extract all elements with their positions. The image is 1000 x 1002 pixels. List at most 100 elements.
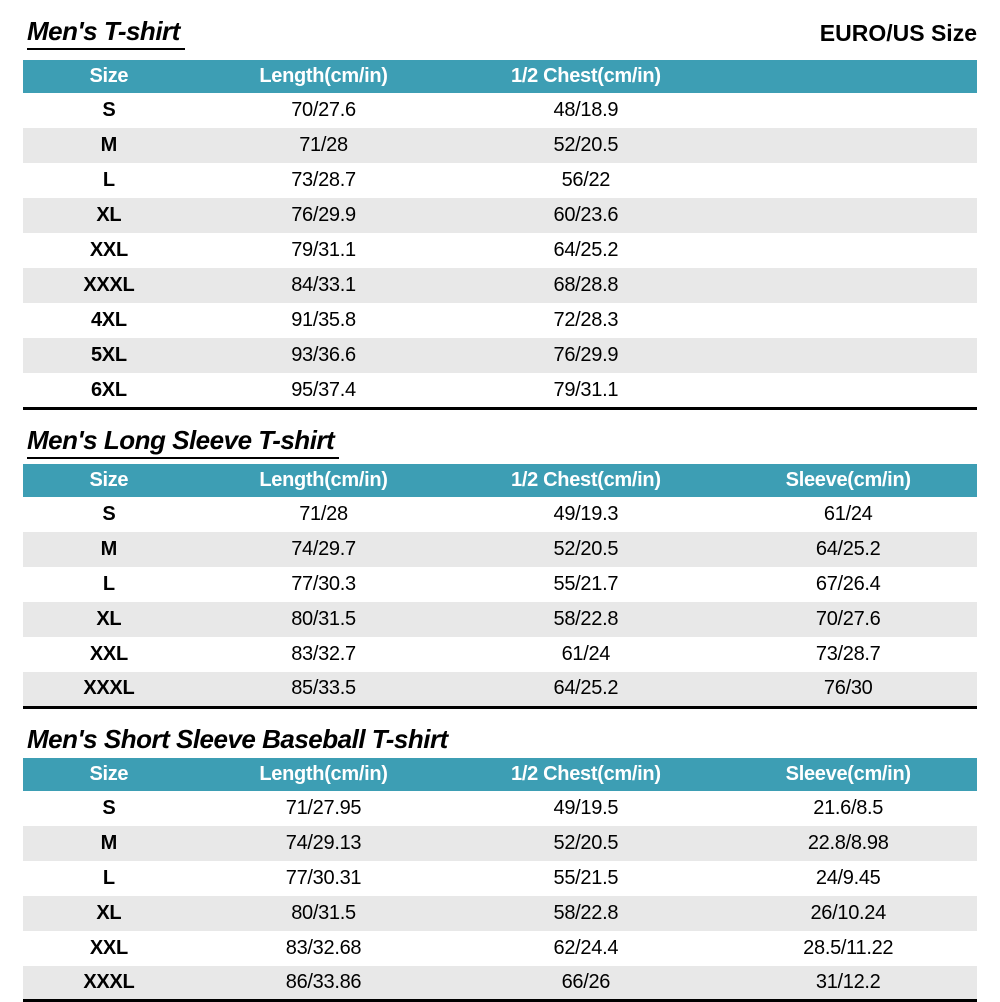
mens-short-sleeve-baseball-tshirt-size-table: Size Length(cm/in) 1/2 Chest(cm/in) Sleeve(… [23, 757, 977, 1002]
header-row: Men's T-shirt EURO/US Size [23, 17, 977, 55]
value-cell: 60/23.6 [553, 204, 619, 227]
value-cell: 95/37.4 [291, 378, 356, 401]
table-row: XXXL 84/33.1 68/28.8 [23, 268, 977, 304]
size-cell: M [100, 831, 118, 854]
value-cell [719, 163, 977, 198]
table-row: XXXL 86/33.86 66/26 31/12.2 [23, 965, 977, 1001]
size-cell: L [102, 169, 115, 192]
column-header: Length(cm/in) [194, 464, 453, 498]
value-cell: 79/31.1 [553, 378, 619, 401]
column-header: 1/2 Chest(cm/in) [452, 757, 720, 791]
value-cell: 55/21.7 [553, 573, 619, 596]
section-mens-tshirt: Men's T-shirt EURO/US Size Size Length(cm… [23, 17, 977, 410]
value-cell: 61/24 [823, 503, 873, 526]
table-row: M 74/29.13 52/20.5 22.8/8.98 [23, 825, 977, 861]
table-row: L 77/30.31 55/21.5 24/9.45 [23, 861, 977, 896]
value-cell [719, 93, 977, 128]
value-cell: 71/28 [299, 503, 348, 526]
value-cell [719, 268, 977, 303]
value-cell: 61/24 [561, 643, 611, 666]
size-cell: 4XL [90, 309, 127, 332]
mens-long-sleeve-tshirt-size-table: Size Length(cm/in) 1/2 Chest(cm/in) Sleeve(… [23, 464, 977, 709]
value-cell: 76/29.9 [553, 344, 619, 367]
table-row: XL 80/31.5 58/22.8 70/27.6 [23, 602, 977, 638]
size-cell: XXL [89, 239, 128, 262]
size-cell: 6XL [90, 378, 127, 401]
value-cell: 70/27.6 [291, 99, 356, 122]
table-row: S 71/27.95 49/19.5 21.6/8.5 [23, 791, 977, 826]
value-cell: 86/33.86 [285, 971, 362, 994]
value-cell: 70/27.6 [815, 608, 881, 631]
size-cell: XXXL [83, 971, 135, 994]
table-row: XXL 79/31.1 64/25.2 [23, 233, 977, 268]
value-cell: 66/26 [561, 971, 611, 994]
header-row: Size Length(cm/in) 1/2 Chest(cm/in) Sleeve(… [23, 464, 977, 498]
table-row: S 71/28 49/19.3 61/24 [23, 497, 977, 532]
value-cell: 24/9.45 [815, 866, 881, 889]
value-cell: 64/25.2 [815, 538, 881, 561]
header-row: Size Length(cm/in) 1/2 Chest(cm/in) Sleeve(… [23, 757, 977, 791]
size-cell: XXL [89, 936, 128, 959]
value-cell: 74/29.7 [291, 538, 356, 561]
value-cell: 22.8/8.98 [807, 831, 889, 854]
value-cell [719, 233, 977, 268]
value-cell: 84/33.1 [291, 274, 356, 297]
value-cell: 73/28.7 [291, 169, 356, 192]
column-header: Sleeve(cm/in) [719, 464, 977, 498]
column-header: Length(cm/in) [194, 757, 453, 791]
section-mens-long-sleeve-tshirt: Men's Long Sleeve T-shirt Size Length(cm/… [23, 410, 977, 709]
value-cell: 76/29.9 [291, 204, 356, 227]
value-cell: 28.5/11.22 [803, 936, 894, 959]
size-cell: M [100, 538, 118, 561]
size-cell: L [102, 866, 115, 889]
value-cell: 49/19.5 [553, 796, 619, 819]
column-header: Size [23, 60, 195, 94]
size-cell: XL [96, 901, 122, 924]
table-row: S 70/27.6 48/18.9 [23, 93, 977, 128]
size-cell: XXL [89, 643, 128, 666]
column-header: 1/2 Chest(cm/in) [452, 464, 720, 498]
table-row: M 71/28 52/20.5 [23, 128, 977, 164]
value-cell: 91/35.8 [291, 309, 356, 332]
value-cell: 71/27.95 [285, 796, 362, 819]
value-cell: 52/20.5 [553, 831, 619, 854]
size-cell: XXXL [83, 274, 135, 297]
column-header: 1/2 Chest(cm/in) [452, 60, 720, 94]
column-header: Sleeve(cm/in) [719, 757, 977, 791]
table-row: XXL 83/32.7 61/24 73/28.7 [23, 637, 977, 672]
table-row: XL 76/29.9 60/23.6 [23, 198, 977, 234]
value-cell: 64/25.2 [553, 239, 619, 262]
value-cell: 83/32.68 [285, 936, 362, 959]
value-cell: 67/26.4 [815, 573, 881, 596]
value-cell [719, 373, 977, 408]
value-cell: 83/32.7 [291, 643, 356, 666]
table-row: 4XL 91/35.8 72/28.3 [23, 303, 977, 338]
table-row: L 77/30.3 55/21.7 67/26.4 [23, 567, 977, 602]
size-standard-label: EURO/US Size [819, 20, 977, 47]
value-cell: 74/29.13 [285, 831, 362, 854]
column-header: Length(cm/in) [194, 60, 453, 94]
size-cell: S [102, 796, 116, 819]
column-header [719, 60, 977, 94]
size-cell: S [102, 503, 116, 526]
table-row: 5XL 93/36.6 76/29.9 [23, 338, 977, 374]
size-cell: L [102, 573, 115, 596]
value-cell: 49/19.3 [553, 503, 619, 526]
value-cell [719, 338, 977, 373]
size-cell: XL [96, 608, 122, 631]
value-cell: 52/20.5 [553, 134, 619, 157]
value-cell: 79/31.1 [291, 239, 356, 262]
value-cell: 80/31.5 [291, 901, 356, 924]
value-cell: 68/28.8 [553, 274, 619, 297]
value-cell: 31/12.2 [815, 971, 881, 994]
size-cell: 5XL [90, 344, 127, 367]
size-cell: S [102, 99, 116, 122]
value-cell: 76/30 [823, 677, 873, 700]
table-row: XXXL 85/33.5 64/25.2 76/30 [23, 672, 977, 708]
table-title-mens-long-sleeve-tshirt: Men's Long Sleeve T-shirt [27, 426, 340, 460]
value-cell: 72/28.3 [553, 309, 619, 332]
value-cell: 62/24.4 [553, 936, 619, 959]
column-header: Size [23, 757, 195, 791]
value-cell: 55/21.5 [553, 866, 619, 889]
